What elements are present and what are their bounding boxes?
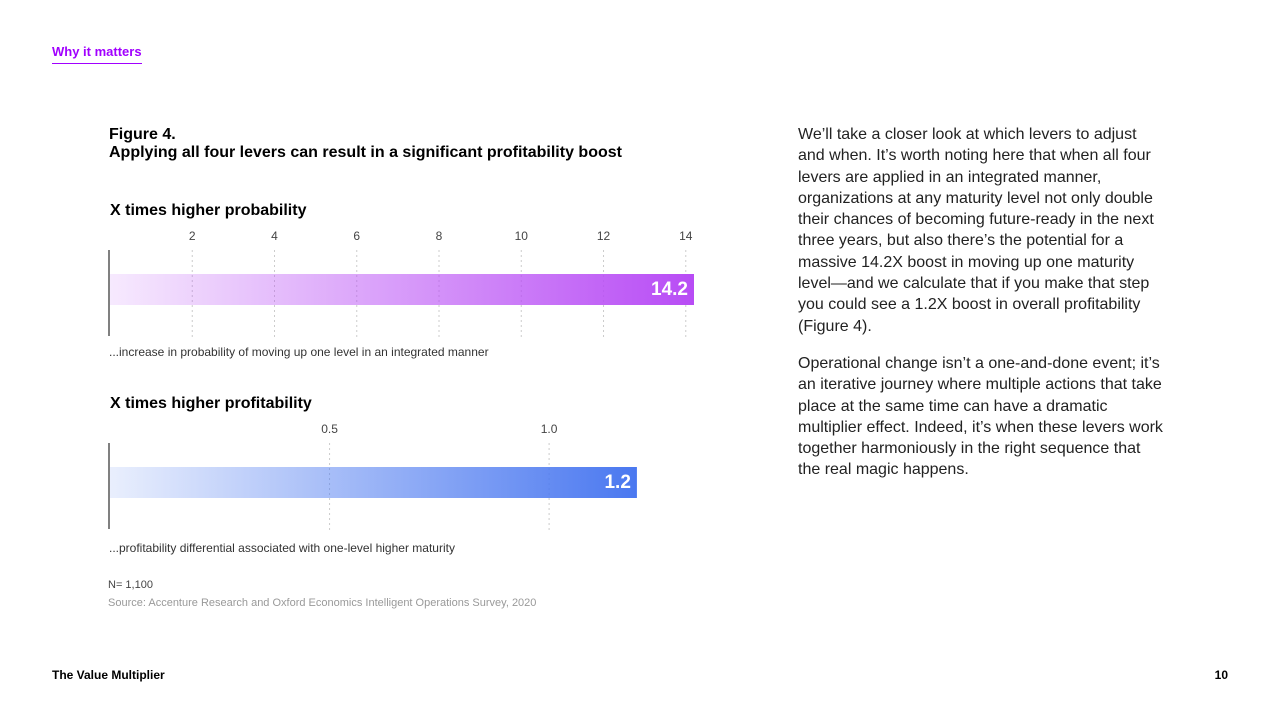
value-label: 1.2 — [604, 472, 630, 493]
x-tick-label: 2 — [189, 229, 196, 243]
chart-caption: ...profitability differential associated… — [109, 541, 455, 555]
footer-title: The Value Multiplier — [52, 668, 165, 682]
x-tick-label: 4 — [271, 229, 278, 243]
body-text: We’ll take a closer look at which levers… — [798, 124, 1163, 497]
x-tick-label: 0.5 — [321, 422, 338, 436]
source: Source: Accenture Research and Oxford Ec… — [108, 597, 537, 609]
x-tick-label: 12 — [597, 229, 611, 243]
paragraph: We’ll take a closer look at which levers… — [798, 126, 1154, 335]
value-label: 14.2 — [651, 279, 688, 300]
x-tick-label: 10 — [515, 229, 529, 243]
chart-title: X times higher profitability — [110, 395, 312, 412]
x-tick-label: 14 — [679, 229, 693, 243]
chart-title: X times higher probability — [110, 202, 307, 219]
note: N= 1,100 — [108, 579, 153, 591]
bar — [110, 467, 637, 498]
x-tick-label: 8 — [436, 229, 443, 243]
chart-caption: ...increase in probability of moving up … — [109, 345, 489, 359]
x-tick-label: 6 — [353, 229, 360, 243]
x-tick-label: 1.0 — [541, 422, 558, 436]
figure-label: Figure 4. — [109, 126, 176, 143]
figure-title: Applying all four levers can result in a… — [109, 144, 622, 161]
page-number: 10 — [1214, 668, 1228, 682]
section-label: Why it matters — [52, 44, 142, 64]
bar — [110, 274, 694, 305]
paragraph: Operational change isn’t a one-and-done … — [798, 354, 1163, 479]
